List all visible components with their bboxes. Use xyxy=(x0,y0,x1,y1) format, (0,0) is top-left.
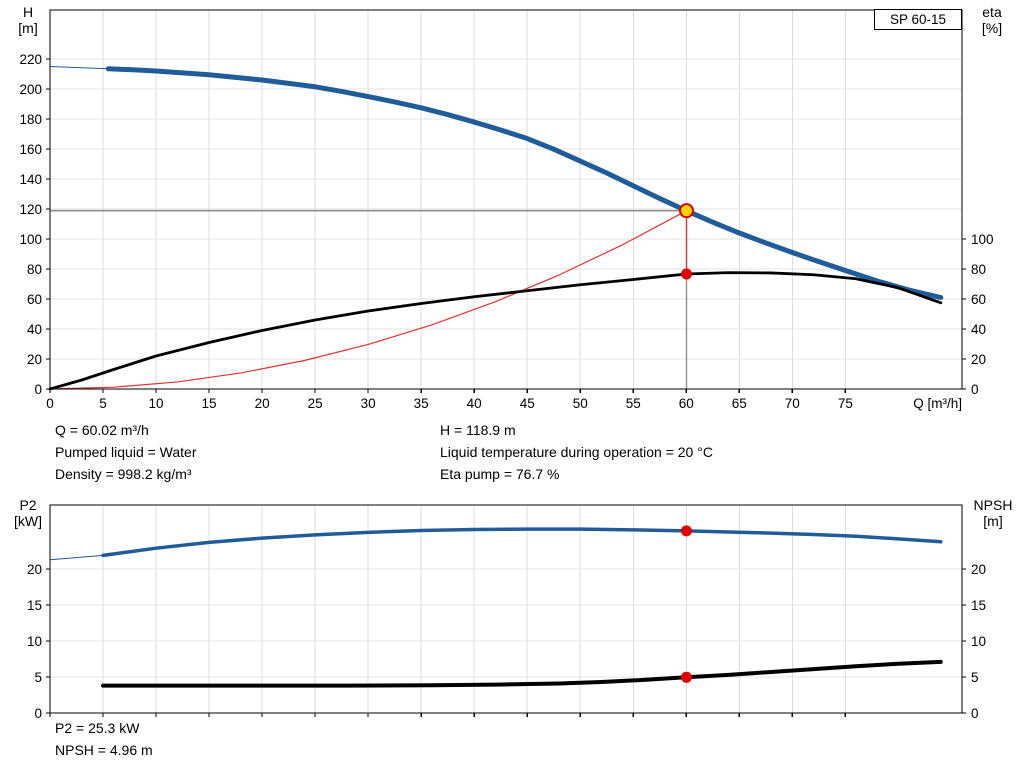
pumped-liquid-readout: Pumped liquid = Water xyxy=(55,444,197,460)
density-readout: Density = 998.2 kg/m³ xyxy=(55,466,192,482)
left-tick-label: 160 xyxy=(19,142,42,157)
x-tick-label: 70 xyxy=(785,396,800,411)
system-curve xyxy=(49,210,688,390)
left-tick-label: 0 xyxy=(34,382,42,397)
left-tick-label: 80 xyxy=(27,262,42,277)
x-tick-label: 20 xyxy=(255,396,270,411)
x-tick-label: 30 xyxy=(361,396,376,411)
left-tick-label: 10 xyxy=(27,634,42,649)
right-tick-label: 60 xyxy=(971,292,986,307)
duty-point[interactable] xyxy=(678,203,694,219)
right-tick-label: 20 xyxy=(971,562,986,577)
eta-pump-readout: Eta pump = 76.7 % xyxy=(440,466,560,482)
x-tick-label: 0 xyxy=(46,396,54,411)
x-tick-label: 75 xyxy=(838,396,853,411)
x-tick-label: 60 xyxy=(679,396,694,411)
right-tick-label: 100 xyxy=(971,232,994,247)
efficiency-curve xyxy=(48,271,943,391)
p2-readout: P2 = 25.3 kW xyxy=(55,720,140,736)
right-tick-label: 15 xyxy=(971,598,986,613)
npsh-axis-title: NPSH [m] xyxy=(964,497,1022,529)
x-tick-label: 5 xyxy=(99,396,107,411)
power-npsh-readouts: P2 = 25.3 kW NPSH = 4.96 m xyxy=(55,717,153,761)
eta-point xyxy=(680,268,692,280)
h-axis-title: H [m] xyxy=(6,4,50,36)
x-tick-label: 65 xyxy=(732,396,747,411)
left-tick-label: 5 xyxy=(34,670,42,685)
x-tick-label: 45 xyxy=(520,396,535,411)
hq-efficiency-chart: 0 5 10 15 20 25 30 35 40 45 50 55 60 65 70 75 0 20 40 60 80 1… xyxy=(19,9,994,411)
head-readout: H = 118.9 m xyxy=(440,422,516,438)
right-tick-label: 20 xyxy=(971,352,986,367)
left-tick-label: 100 xyxy=(19,232,42,247)
left-tick-label: 15 xyxy=(27,598,42,613)
left-tick-label: 120 xyxy=(19,202,42,217)
right-tick-label: 0 xyxy=(971,382,979,397)
left-tick-label: 0 xyxy=(34,706,42,721)
x-tick-label: 50 xyxy=(573,396,588,411)
p2-axis-title: P2 [kW] xyxy=(6,497,50,529)
x-tick-label: 40 xyxy=(467,396,482,411)
eta-axis-unit: [%] xyxy=(981,20,1003,36)
p2-curve xyxy=(101,527,943,558)
p2-npsh-chart: 0 5 10 15 20 0 5 10 15 20 xyxy=(27,504,986,721)
right-tick-label: 10 xyxy=(971,634,986,649)
npsh-readout: NPSH = 4.96 m xyxy=(55,742,153,758)
x-axis-unit-label: Q [m³/h] xyxy=(913,396,962,411)
x-tick-label: 25 xyxy=(308,396,323,411)
npsh-point xyxy=(680,671,692,683)
left-tick-label: 180 xyxy=(19,112,42,127)
npsh-axis-label: NPSH xyxy=(973,497,1013,513)
x-tick-label: 10 xyxy=(149,396,164,411)
flow-readout: Q = 60.02 m³/h xyxy=(55,422,149,438)
p2-axis-label: P2 xyxy=(19,497,37,513)
p2-point xyxy=(680,525,692,537)
left-tick-label: 20 xyxy=(27,352,42,367)
right-tick-label: 80 xyxy=(971,262,986,277)
right-tick-label: 0 xyxy=(971,706,979,721)
eta-axis-label: eta xyxy=(982,4,1002,20)
left-tick-label: 220 xyxy=(19,52,42,67)
npsh-curve xyxy=(101,659,943,688)
right-tick-label: 40 xyxy=(971,322,986,337)
right-tick-label: 5 xyxy=(971,670,979,685)
x-tick-label: 35 xyxy=(414,396,429,411)
p2-axis-unit: [kW] xyxy=(14,513,42,529)
x-tick-label: 15 xyxy=(202,396,217,411)
pump-model-badge: SP 60-15 xyxy=(874,9,962,30)
h-axis-label: H xyxy=(22,4,34,20)
h-axis-unit: [m] xyxy=(18,20,38,36)
duty-readouts-left: Q = 60.02 m³/h Pumped liquid = Water Den… xyxy=(55,419,197,485)
left-tick-label: 60 xyxy=(27,292,42,307)
npsh-axis-unit: [m] xyxy=(983,513,1003,529)
left-tick-label: 140 xyxy=(19,172,42,187)
liquid-temperature-readout: Liquid temperature during operation = 20… xyxy=(440,444,713,460)
head-curve xyxy=(105,66,944,301)
left-tick-label: 20 xyxy=(27,562,42,577)
left-tick-label: 40 xyxy=(27,322,42,337)
left-tick-label: 200 xyxy=(19,82,42,97)
duty-readouts-right: H = 118.9 m Liquid temperature during op… xyxy=(440,419,713,485)
eta-axis-title: eta [%] xyxy=(968,4,1016,36)
x-tick-label: 55 xyxy=(626,396,641,411)
